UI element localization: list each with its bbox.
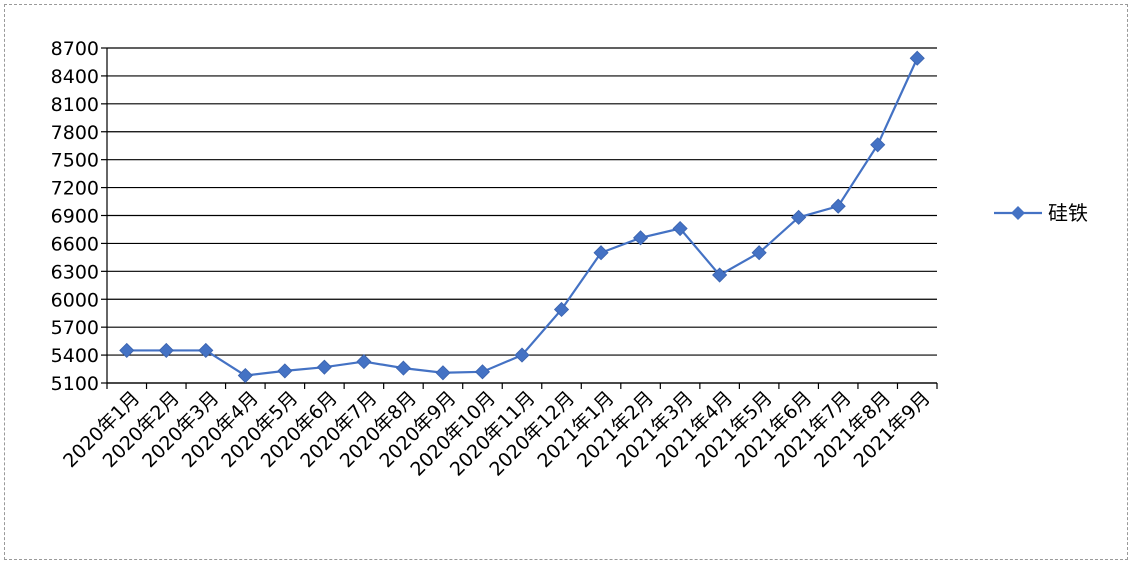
- y-tick-label: 7200: [51, 178, 99, 200]
- x-tick-labels: 2020年1月2020年2月2020年3月2020年4月2020年5月2020年…: [59, 387, 935, 481]
- data-point: [791, 209, 807, 225]
- y-tick-label: 6900: [51, 206, 99, 228]
- y-tick-label: 8700: [51, 38, 99, 60]
- data-point: [316, 359, 332, 375]
- data-point: [395, 360, 411, 376]
- data-point: [158, 342, 174, 358]
- data-point: [633, 230, 649, 246]
- y-tick-label: 8400: [51, 66, 99, 88]
- data-point: [198, 342, 214, 358]
- data-point: [119, 342, 135, 358]
- y-tick-label: 7800: [51, 122, 99, 144]
- data-point: [514, 347, 530, 363]
- y-tick-label: 8100: [51, 94, 99, 116]
- y-tick-label: 6000: [51, 289, 99, 311]
- data-point: [751, 245, 767, 261]
- y-tick-label: 5400: [51, 345, 99, 367]
- data-point: [277, 363, 293, 379]
- y-tick-label: 6300: [51, 261, 99, 283]
- data-point: [712, 267, 728, 283]
- data-point: [435, 365, 451, 381]
- legend-marker: [1011, 206, 1025, 220]
- data-point: [830, 198, 846, 214]
- legend-label: 硅铁: [1048, 201, 1088, 225]
- data-point: [553, 301, 570, 318]
- data-point: [356, 354, 372, 370]
- y-tick-label: 5700: [51, 317, 99, 339]
- axes: [101, 47, 938, 389]
- series-layer: [119, 50, 925, 384]
- data-point: [672, 220, 688, 237]
- data-point: [237, 367, 253, 384]
- y-tick-label: 5100: [51, 373, 99, 395]
- chart-frame: [4, 4, 1128, 560]
- y-tick-labels: 5100 5400 5700 6000 6300 6600 6900 7200 7500 7800…: [51, 38, 99, 395]
- data-point: [593, 245, 609, 261]
- y-tick-label: 6600: [51, 233, 99, 255]
- data-point: [474, 364, 491, 380]
- data-point: [909, 50, 925, 66]
- y-tick-label: 7500: [51, 150, 99, 172]
- data-point: [870, 137, 886, 153]
- legend: 硅铁: [994, 201, 1088, 225]
- gridlines: [107, 47, 937, 384]
